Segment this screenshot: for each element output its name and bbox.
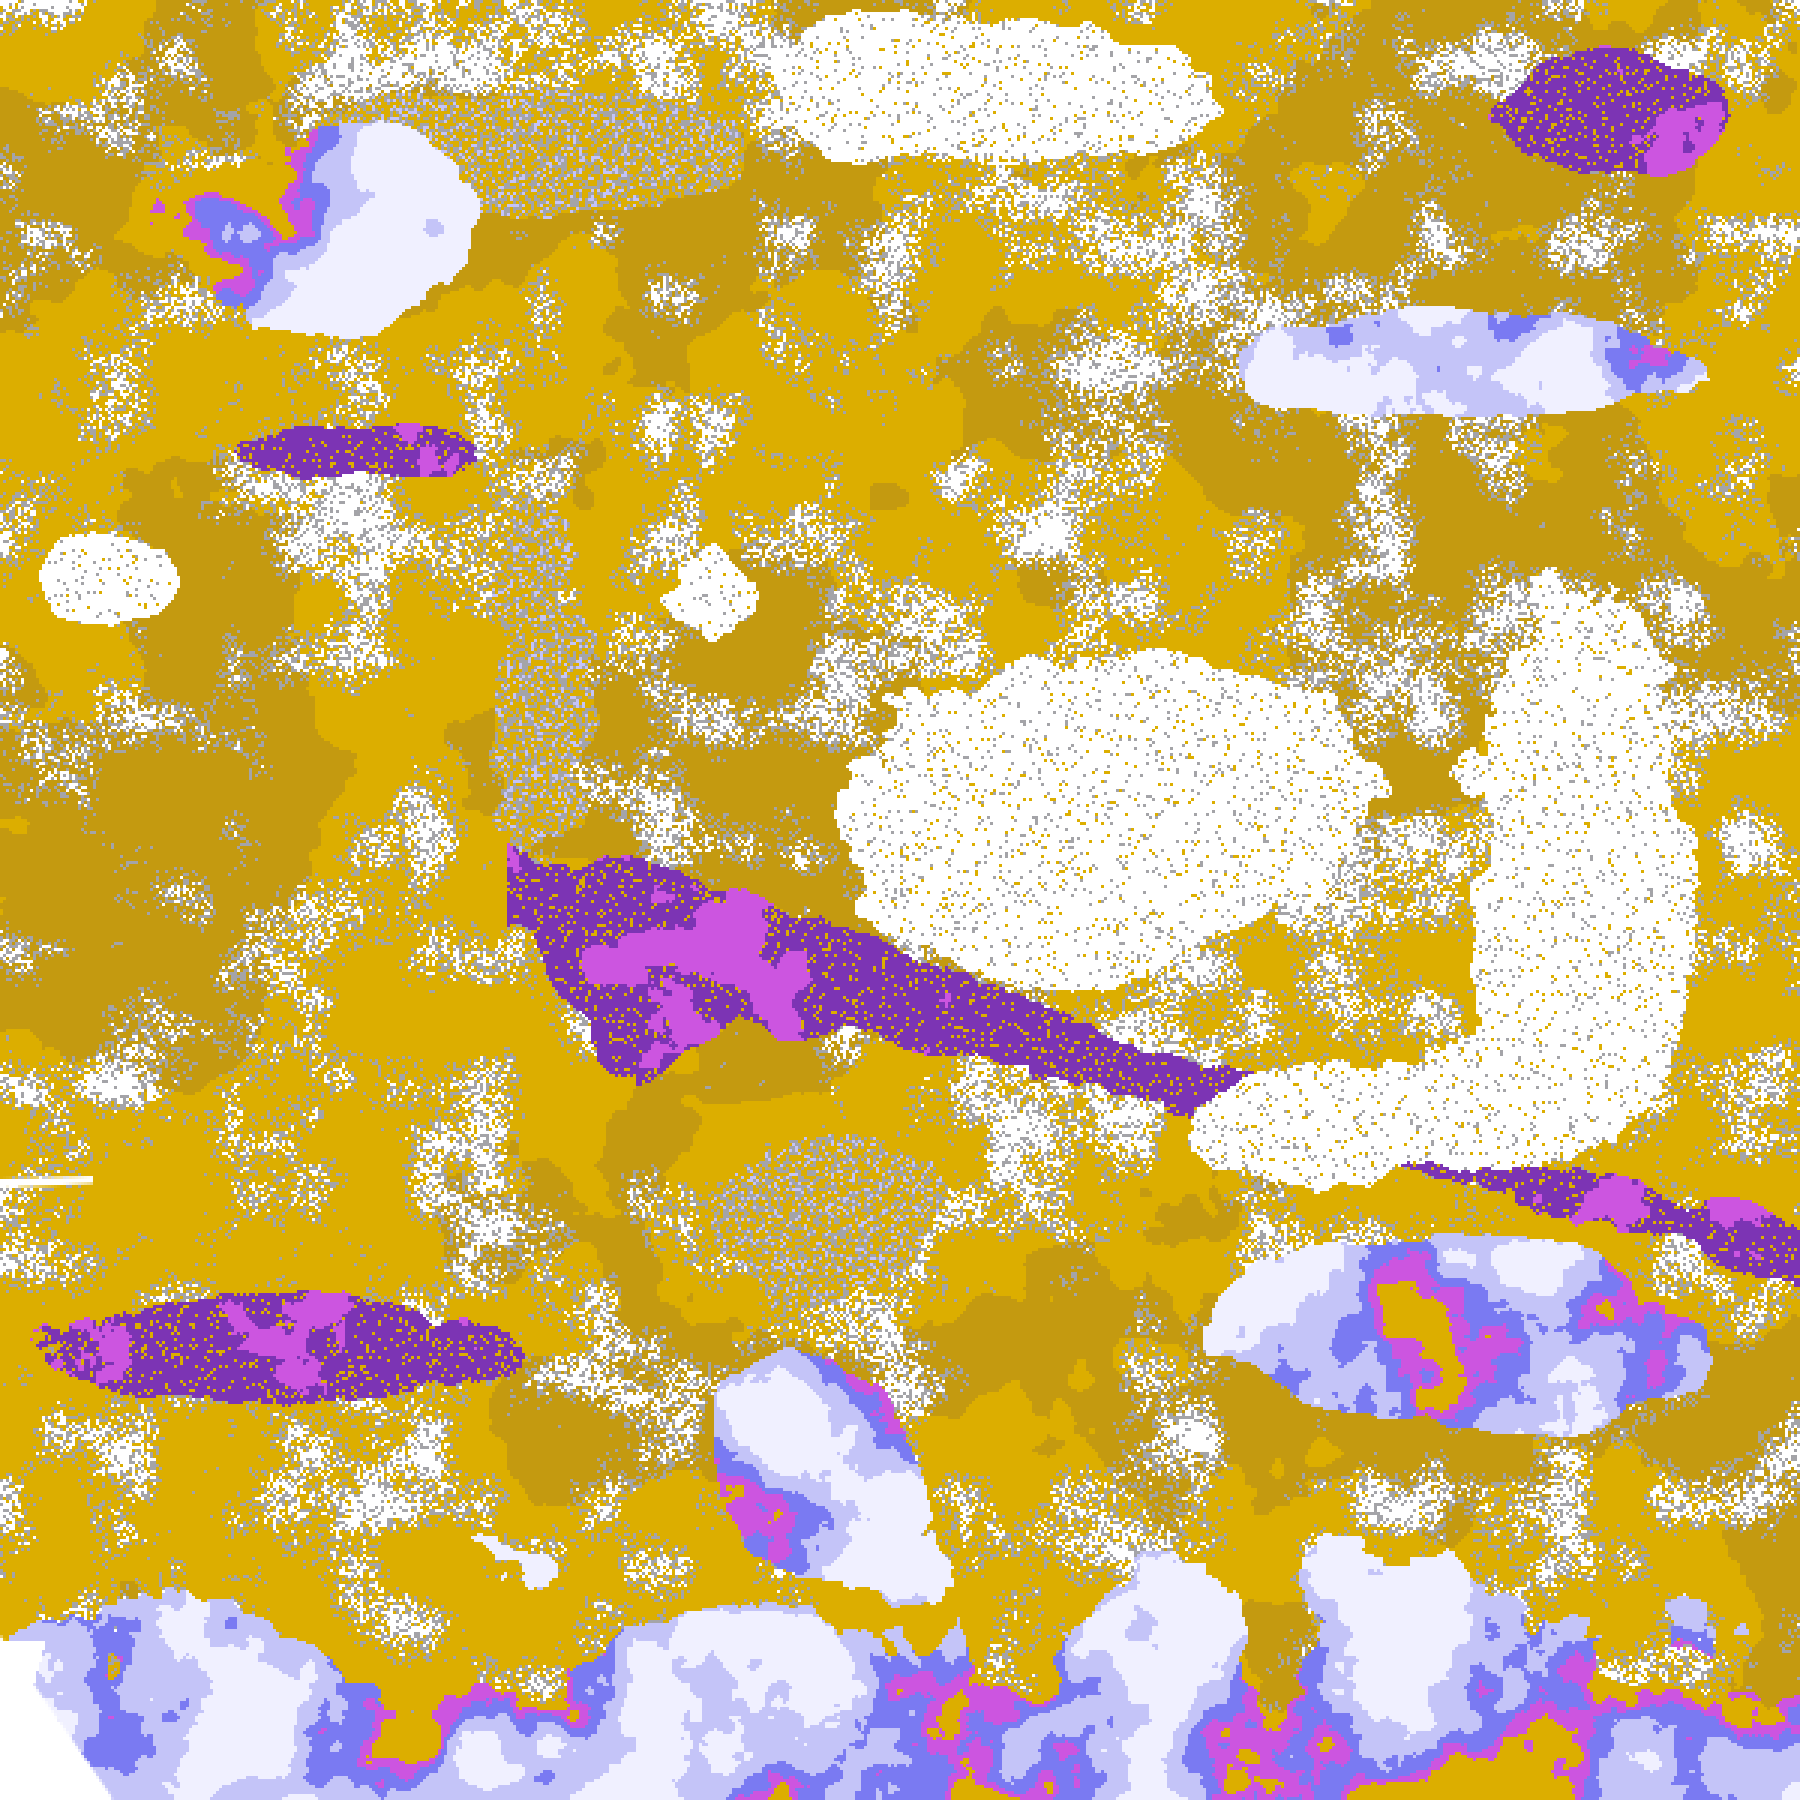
- satellite-image: [0, 0, 1800, 1800]
- classified-imagery-canvas: [0, 0, 1800, 1800]
